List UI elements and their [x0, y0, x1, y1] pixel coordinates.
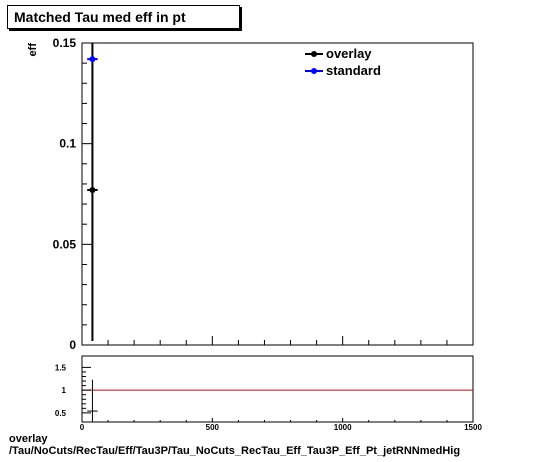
ratio-y-tick-label: 1 [62, 386, 67, 395]
chart-title-box: Matched Tau med eff in pt [7, 5, 240, 29]
ratio-y-ticks: 0.5 1 1.5 [55, 363, 91, 418]
marker-overlay [89, 186, 96, 193]
footer-caption: overlay /Tau/NoCuts/RecTau/Eff/Tau3P/Tau… [9, 433, 460, 457]
legend: overlay standard [305, 46, 381, 78]
main-data-points [87, 43, 98, 341]
ratio-plot-frame [81, 355, 474, 423]
main-y-tick-label: 0 [69, 338, 76, 352]
legend-item-overlay: overlay [305, 46, 372, 61]
ratio-x-ticks: 0 500 1000 1500 [80, 418, 482, 432]
main-y-tick-label: 0.1 [59, 137, 76, 151]
legend-label: standard [326, 63, 381, 78]
ratio-x-tick-label: 500 [206, 423, 220, 432]
ratio-y-tick-label: 1.5 [55, 363, 67, 372]
main-y-axis-label: eff [27, 43, 39, 57]
data-point-overlay [87, 43, 98, 341]
main-y-ticks: 0 0.05 0.1 0.15 [53, 36, 92, 352]
ratio-x-tick-label: 1500 [464, 423, 482, 432]
chart-title: Matched Tau med eff in pt [14, 9, 186, 25]
legend-swatch-marker [311, 51, 317, 57]
main-y-tick-label: 0.05 [53, 237, 77, 251]
ratio-point [87, 379, 98, 422]
marker-standard [89, 56, 96, 63]
footer-line-2: /Tau/NoCuts/RecTau/Eff/Tau3P/Tau_NoCuts_… [9, 445, 461, 457]
data-point-standard [87, 56, 98, 63]
main-plot-frame [81, 42, 474, 346]
ratio-x-tick-label: 0 [80, 423, 85, 432]
ratio-y-tick-label: 0.5 [55, 409, 67, 418]
footer-line-1: overlay [9, 433, 48, 445]
main-y-tick-label: 0.15 [53, 36, 77, 50]
ratio-data-points [87, 379, 98, 422]
legend-swatch-marker [311, 68, 317, 74]
ratio-x-tick-label: 1000 [334, 423, 352, 432]
main-x-ticks [81, 336, 474, 345]
legend-label: overlay [326, 46, 372, 61]
legend-item-standard: standard [305, 63, 381, 78]
